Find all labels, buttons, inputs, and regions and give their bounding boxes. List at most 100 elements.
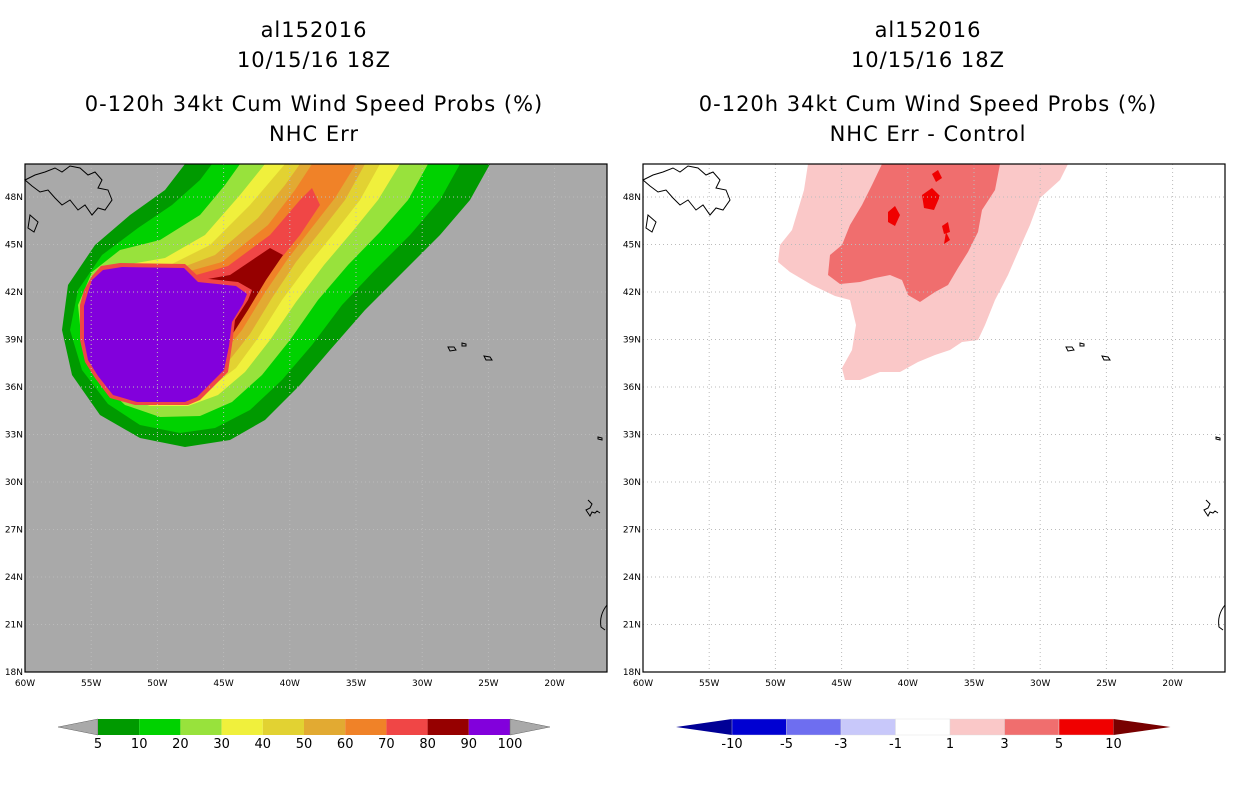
left-map-frame bbox=[24, 163, 608, 673]
lon-tick-label: 55W bbox=[81, 679, 101, 689]
colorbar-left-label: 40 bbox=[255, 737, 272, 752]
left-product: 0-120h 34kt Cum Wind Speed Probs (%) bbox=[84, 92, 544, 116]
colorbar-left-label: 90 bbox=[461, 737, 478, 752]
colorbar-left-swatch bbox=[180, 719, 222, 735]
right-axis-labels: 60W 55W 50W 45W 40W 35W 30W 25W 20W 48N 45N 42N 39N 3… bbox=[623, 193, 1183, 689]
lat-tick-label: 33N bbox=[623, 431, 641, 441]
lon-tick-label: 45W bbox=[831, 679, 851, 689]
lat-tick-label: 42N bbox=[623, 288, 641, 298]
left-datetime: 10/15/16 18Z bbox=[236, 48, 392, 72]
lat-tick-label: 24N bbox=[5, 573, 23, 583]
lat-tick-label: 24N bbox=[623, 573, 641, 583]
lat-tick-label: 39N bbox=[5, 336, 23, 346]
lon-tick-label: 35W bbox=[346, 679, 366, 689]
lon-tick-label: 50W bbox=[765, 679, 785, 689]
lon-tick-label: 60W bbox=[15, 679, 35, 689]
colorbar-left-swatch bbox=[468, 719, 510, 735]
colorbar-left-label: 100 bbox=[498, 737, 523, 752]
lat-tick-label: 30N bbox=[623, 478, 641, 488]
colorbar-left-swatch bbox=[139, 719, 181, 735]
right-storm-id: al152016 bbox=[874, 18, 982, 42]
lon-tick-label: 30W bbox=[1030, 679, 1050, 689]
lat-tick-label: 30N bbox=[5, 478, 23, 488]
lon-tick-label: 25W bbox=[478, 679, 498, 689]
right-datetime: 10/15/16 18Z bbox=[850, 48, 1006, 72]
colorbar-left-swatch bbox=[427, 719, 469, 735]
colorbar-right-label: 10 bbox=[1105, 737, 1122, 752]
right-colorbar: -10 -5 -3 -1 1 3 5 10 bbox=[676, 718, 1171, 752]
lon-tick-label: 20W bbox=[1162, 679, 1182, 689]
left-colorbar: 5 10 20 30 40 50 60 70 80 90 100 bbox=[57, 718, 551, 752]
right-map-frame bbox=[642, 163, 1226, 673]
colorbar-left-low-triangle bbox=[57, 718, 99, 736]
lat-tick-label: 45N bbox=[5, 241, 23, 251]
lat-tick-label: 45N bbox=[623, 241, 641, 251]
left-map: 60W 55W 50W 45W 40W 35W 30W 25W 20W 48N 45N 42N 39N 3… bbox=[5, 163, 608, 689]
colorbar-left-swatch bbox=[345, 719, 387, 735]
lon-tick-label: 40W bbox=[280, 679, 300, 689]
lon-tick-label: 40W bbox=[898, 679, 918, 689]
colorbar-right-swatch bbox=[895, 718, 951, 736]
lat-tick-label: 42N bbox=[5, 288, 23, 298]
colorbar-right-swatch bbox=[731, 718, 787, 736]
lat-tick-label: 27N bbox=[5, 526, 23, 536]
colorbar-left-label: 10 bbox=[131, 737, 148, 752]
lon-tick-label: 30W bbox=[412, 679, 432, 689]
colorbar-left-label: 20 bbox=[172, 737, 189, 752]
lat-tick-label: 18N bbox=[5, 668, 23, 678]
right-product: 0-120h 34kt Cum Wind Speed Probs (%) bbox=[698, 92, 1158, 116]
left-subtitle: NHC Err bbox=[268, 122, 359, 146]
colorbar-right-high-triangle bbox=[1113, 719, 1171, 735]
colorbar-left-swatch bbox=[221, 719, 263, 735]
right-subtitle: NHC Err - Control bbox=[829, 122, 1027, 146]
left-storm-id: al152016 bbox=[260, 18, 368, 42]
lat-tick-label: 39N bbox=[623, 336, 641, 346]
colorbar-right-label: 3 bbox=[1000, 737, 1008, 752]
colorbar-right-swatch bbox=[786, 718, 842, 736]
colorbar-right-label: -3 bbox=[835, 737, 848, 752]
colorbar-right-label: -5 bbox=[780, 737, 793, 752]
lon-tick-label: 35W bbox=[964, 679, 984, 689]
lon-tick-label: 25W bbox=[1096, 679, 1116, 689]
right-panel-title: al152016 10/15/16 18Z 0-120h 34kt Cum Wi… bbox=[630, 15, 1226, 149]
colorbar-left-label: 50 bbox=[296, 737, 313, 752]
right-map-grid bbox=[643, 164, 1225, 672]
colorbar-left-label: 5 bbox=[94, 737, 102, 752]
colorbar-right-swatch bbox=[949, 718, 1005, 736]
lon-tick-label: 50W bbox=[147, 679, 167, 689]
right-coastlines bbox=[642, 165, 1226, 631]
left-axis-labels: 60W 55W 50W 45W 40W 35W 30W 25W 20W 48N 45N 42N 39N 3… bbox=[5, 193, 565, 689]
lon-tick-label: 45W bbox=[213, 679, 233, 689]
colorbar-right-swatch bbox=[840, 718, 896, 736]
lat-tick-label: 48N bbox=[623, 193, 641, 203]
lat-tick-label: 33N bbox=[5, 431, 23, 441]
colorbar-left-label: 60 bbox=[337, 737, 354, 752]
lat-tick-label: 18N bbox=[623, 668, 641, 678]
colorbar-right-swatch bbox=[1058, 718, 1114, 736]
colorbar-right-low-triangle bbox=[676, 719, 732, 735]
lon-tick-label: 20W bbox=[544, 679, 564, 689]
colorbar-left-high-triangle bbox=[509, 718, 551, 736]
colorbar-left-swatch bbox=[98, 719, 140, 735]
left-coastlines bbox=[24, 165, 608, 631]
lon-tick-label: 55W bbox=[699, 679, 719, 689]
colorbar-left-label: 70 bbox=[378, 737, 395, 752]
lat-tick-label: 21N bbox=[623, 621, 641, 631]
colorbar-right-label: 5 bbox=[1055, 737, 1063, 752]
lon-tick-label: 60W bbox=[633, 679, 653, 689]
diff-contour-3 bbox=[828, 164, 1000, 302]
right-map: 60W 55W 50W 45W 40W 35W 30W 25W 20W 48N 45N 42N 39N 3… bbox=[623, 163, 1226, 689]
colorbar-right-label: 1 bbox=[946, 737, 954, 752]
colorbar-left-swatch bbox=[262, 719, 304, 735]
difference-contours bbox=[778, 164, 1068, 380]
lat-tick-label: 27N bbox=[623, 526, 641, 536]
colorbar-left-swatch bbox=[304, 719, 346, 735]
contour-100 bbox=[84, 267, 247, 402]
lat-tick-label: 36N bbox=[623, 383, 641, 393]
left-panel-title: al152016 10/15/16 18Z 0-120h 34kt Cum Wi… bbox=[16, 15, 612, 149]
colorbar-right-label: -10 bbox=[721, 737, 742, 752]
lat-tick-label: 48N bbox=[5, 193, 23, 203]
colorbar-left-swatch bbox=[386, 719, 428, 735]
left-map-grid bbox=[25, 164, 607, 672]
colorbar-right-swatch bbox=[1004, 718, 1060, 736]
